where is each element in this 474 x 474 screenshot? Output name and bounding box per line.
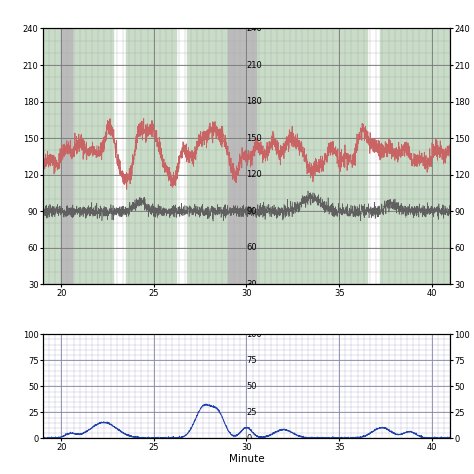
Text: 90: 90 — [246, 207, 257, 216]
Text: 75: 75 — [246, 356, 257, 365]
Bar — [256, 28, 367, 284]
Text: 30: 30 — [246, 280, 257, 289]
Bar — [43, 28, 61, 284]
Text: 120: 120 — [246, 170, 262, 179]
X-axis label: Minute: Minute — [228, 455, 264, 465]
Bar — [61, 28, 73, 284]
Bar — [73, 28, 113, 284]
Text: 60: 60 — [246, 243, 257, 252]
Text: 240: 240 — [246, 24, 262, 33]
Text: 25: 25 — [246, 408, 257, 417]
Bar — [380, 28, 450, 284]
Text: 50: 50 — [246, 382, 257, 391]
Bar — [228, 28, 256, 284]
Bar — [187, 28, 228, 284]
Text: 150: 150 — [246, 134, 262, 143]
Bar — [126, 28, 176, 284]
Text: 180: 180 — [246, 97, 262, 106]
Text: 210: 210 — [246, 61, 262, 70]
Text: 0: 0 — [246, 434, 252, 443]
Bar — [239, 28, 246, 284]
Text: 100: 100 — [246, 330, 262, 338]
